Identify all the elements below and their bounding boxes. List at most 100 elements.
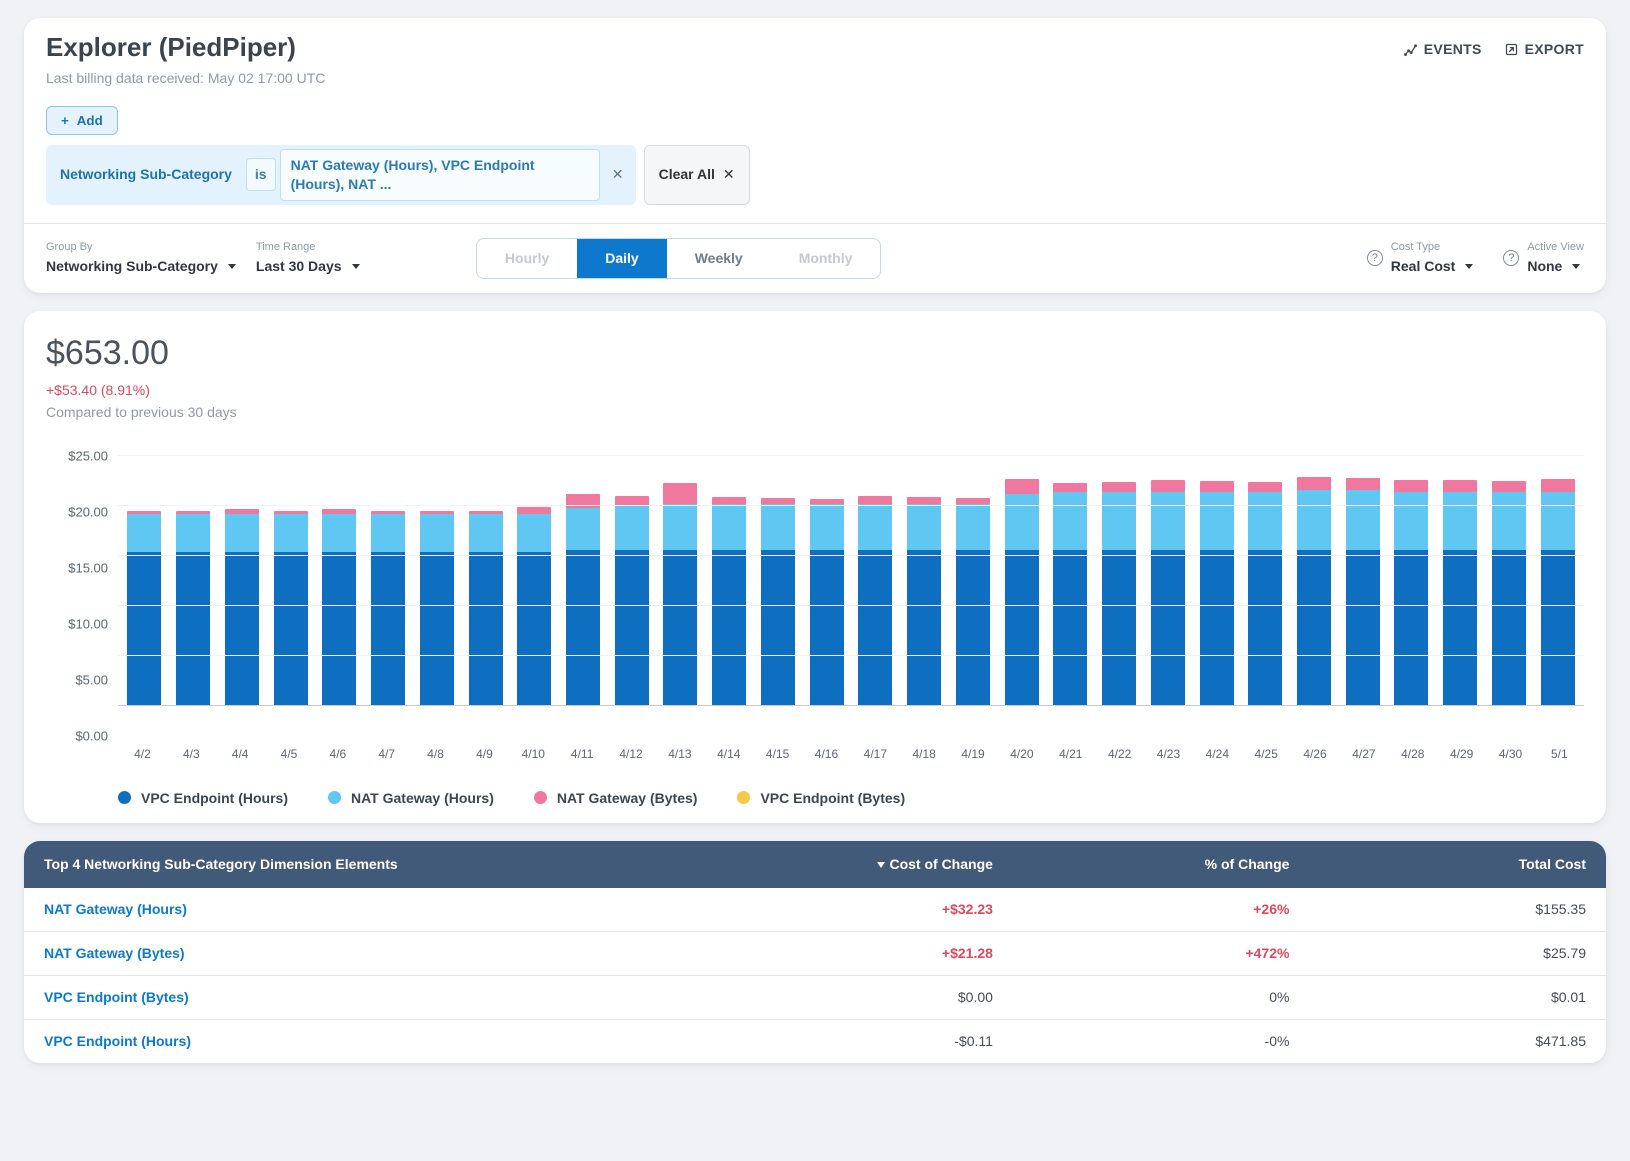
- row-name[interactable]: VPC Endpoint (Hours): [44, 1032, 696, 1051]
- chart-legend: VPC Endpoint (Hours) NAT Gateway (Hours) N…: [118, 789, 1584, 808]
- bar-4/22[interactable]: [1095, 482, 1144, 706]
- x-tick-label: 4/2: [118, 746, 167, 762]
- filter-operator[interactable]: is: [246, 158, 276, 191]
- bar-4/19[interactable]: [948, 498, 997, 706]
- bar-4/27[interactable]: [1338, 478, 1387, 706]
- x-tick-label: 4/24: [1193, 746, 1242, 762]
- bar-4/6[interactable]: [315, 509, 364, 706]
- bar-4/12[interactable]: [607, 496, 656, 706]
- active-view-selector[interactable]: Active View None: [1527, 240, 1584, 276]
- legend-item[interactable]: VPC Endpoint (Hours): [118, 789, 288, 808]
- col-total-cost[interactable]: Total Cost: [1289, 855, 1586, 874]
- col-pct-of-change[interactable]: % of Change: [993, 855, 1290, 874]
- legend-item[interactable]: NAT Gateway (Hours): [328, 789, 494, 808]
- time-range-selector[interactable]: Time Range Last 30 Days: [256, 240, 386, 276]
- active-view-value: None: [1527, 257, 1562, 276]
- cost-type-selector[interactable]: Cost Type Real Cost: [1391, 240, 1474, 276]
- bar-4/4[interactable]: [217, 509, 266, 706]
- table-row: VPC Endpoint (Bytes)$0.000%$0.01: [24, 976, 1606, 1020]
- active-view-label: Active View: [1527, 240, 1584, 255]
- time-range-value: Last 30 Days: [256, 257, 342, 276]
- toolbar: Group By Networking Sub-Category Time Ra…: [24, 223, 1606, 293]
- events-label: EVENTS: [1424, 40, 1482, 59]
- bar-4/25[interactable]: [1241, 482, 1290, 706]
- legend-item[interactable]: NAT Gateway (Bytes): [534, 789, 698, 808]
- bar-4/23[interactable]: [1143, 480, 1192, 706]
- y-tick-label: $10.00: [68, 617, 108, 632]
- chevron-down-icon: [352, 264, 360, 269]
- x-tick-label: 4/3: [167, 746, 216, 762]
- events-button[interactable]: EVENTS: [1403, 40, 1482, 59]
- bar-4/14[interactable]: [705, 497, 754, 706]
- bar-4/17[interactable]: [851, 496, 900, 706]
- bar-4/28[interactable]: [1387, 480, 1436, 706]
- x-tick-label: 4/29: [1437, 746, 1486, 762]
- granularity-hourly: Hourly: [477, 239, 577, 278]
- bar-4/2[interactable]: [120, 511, 169, 706]
- row-name[interactable]: NAT Gateway (Bytes): [44, 944, 696, 963]
- x-tick-label: 4/16: [802, 746, 851, 762]
- x-tick-label: 4/17: [851, 746, 900, 762]
- bar-4/21[interactable]: [1046, 483, 1095, 706]
- group-by-selector[interactable]: Group By Networking Sub-Category: [46, 240, 236, 276]
- events-icon: [1403, 42, 1418, 57]
- y-axis: $25.00$20.00$15.00$10.00$5.00$0.00: [46, 456, 118, 736]
- bar-4/18[interactable]: [900, 497, 949, 706]
- bar-5/1[interactable]: [1533, 479, 1582, 706]
- bar-4/26[interactable]: [1290, 477, 1339, 706]
- filter-remove-icon[interactable]: ✕: [604, 165, 632, 184]
- close-icon: ✕: [723, 165, 735, 184]
- chart-card: $653.00 +$53.40 (8.91%) Compared to prev…: [24, 311, 1606, 824]
- help-icon[interactable]: ?: [1503, 250, 1519, 266]
- y-tick-label: $0.00: [75, 729, 108, 744]
- row-cost-of-change: -$0.11: [696, 1032, 993, 1051]
- y-tick-label: $20.00: [68, 505, 108, 520]
- stacked-bar-chart: $25.00$20.00$15.00$10.00$5.00$0.00 4/24/…: [46, 456, 1584, 807]
- bar-4/20[interactable]: [997, 479, 1046, 706]
- bar-4/30[interactable]: [1485, 481, 1534, 706]
- total-cost: $653.00: [46, 331, 1584, 377]
- bar-4/24[interactable]: [1192, 481, 1241, 706]
- x-tick-label: 4/8: [411, 746, 460, 762]
- add-filter-button[interactable]: + Add: [46, 106, 118, 135]
- export-button[interactable]: EXPORT: [1504, 40, 1584, 59]
- x-tick-label: 4/6: [313, 746, 362, 762]
- x-tick-label: 4/27: [1339, 746, 1388, 762]
- bar-4/15[interactable]: [754, 498, 803, 706]
- row-name[interactable]: VPC Endpoint (Bytes): [44, 988, 696, 1007]
- row-total-cost: $0.01: [1289, 988, 1586, 1007]
- granularity-daily[interactable]: Daily: [577, 239, 666, 278]
- bar-4/16[interactable]: [802, 499, 851, 706]
- row-pct-of-change: -0%: [993, 1032, 1290, 1051]
- row-total-cost: $155.35: [1289, 900, 1586, 919]
- clear-all-button[interactable]: Clear All ✕: [644, 145, 750, 205]
- granularity-weekly[interactable]: Weekly: [667, 239, 771, 278]
- bar-4/9[interactable]: [461, 511, 510, 706]
- col-cost-of-change[interactable]: Cost of Change: [696, 855, 993, 874]
- bar-4/13[interactable]: [656, 483, 705, 706]
- group-by-value: Networking Sub-Category: [46, 257, 218, 276]
- x-tick-label: 4/11: [558, 746, 607, 762]
- row-cost-of-change: +$32.23: [696, 900, 993, 919]
- last-billing-subtitle: Last billing data received: May 02 17:00…: [46, 69, 325, 88]
- x-tick-label: 4/30: [1486, 746, 1535, 762]
- chevron-down-icon: [228, 264, 236, 269]
- legend-item[interactable]: VPC Endpoint (Bytes): [737, 789, 905, 808]
- bar-4/11[interactable]: [559, 494, 608, 706]
- filter-value[interactable]: NAT Gateway (Hours), VPC Endpoint (Hours…: [280, 149, 600, 201]
- bar-4/29[interactable]: [1436, 480, 1485, 706]
- filter-dimension[interactable]: Networking Sub-Category: [50, 159, 242, 190]
- bar-4/7[interactable]: [364, 511, 413, 706]
- bar-4/3[interactable]: [169, 511, 218, 706]
- clear-all-label: Clear All: [659, 165, 715, 184]
- row-name[interactable]: NAT Gateway (Hours): [44, 900, 696, 919]
- export-label: EXPORT: [1525, 40, 1584, 59]
- bar-4/8[interactable]: [412, 511, 461, 706]
- x-tick-label: 4/18: [900, 746, 949, 762]
- help-icon[interactable]: ?: [1367, 250, 1383, 266]
- compared-label: Compared to previous 30 days: [46, 403, 1584, 422]
- bar-4/5[interactable]: [266, 511, 315, 706]
- bar-4/10[interactable]: [510, 507, 559, 706]
- cost-type-value: Real Cost: [1391, 257, 1456, 276]
- x-tick-label: 4/14: [704, 746, 753, 762]
